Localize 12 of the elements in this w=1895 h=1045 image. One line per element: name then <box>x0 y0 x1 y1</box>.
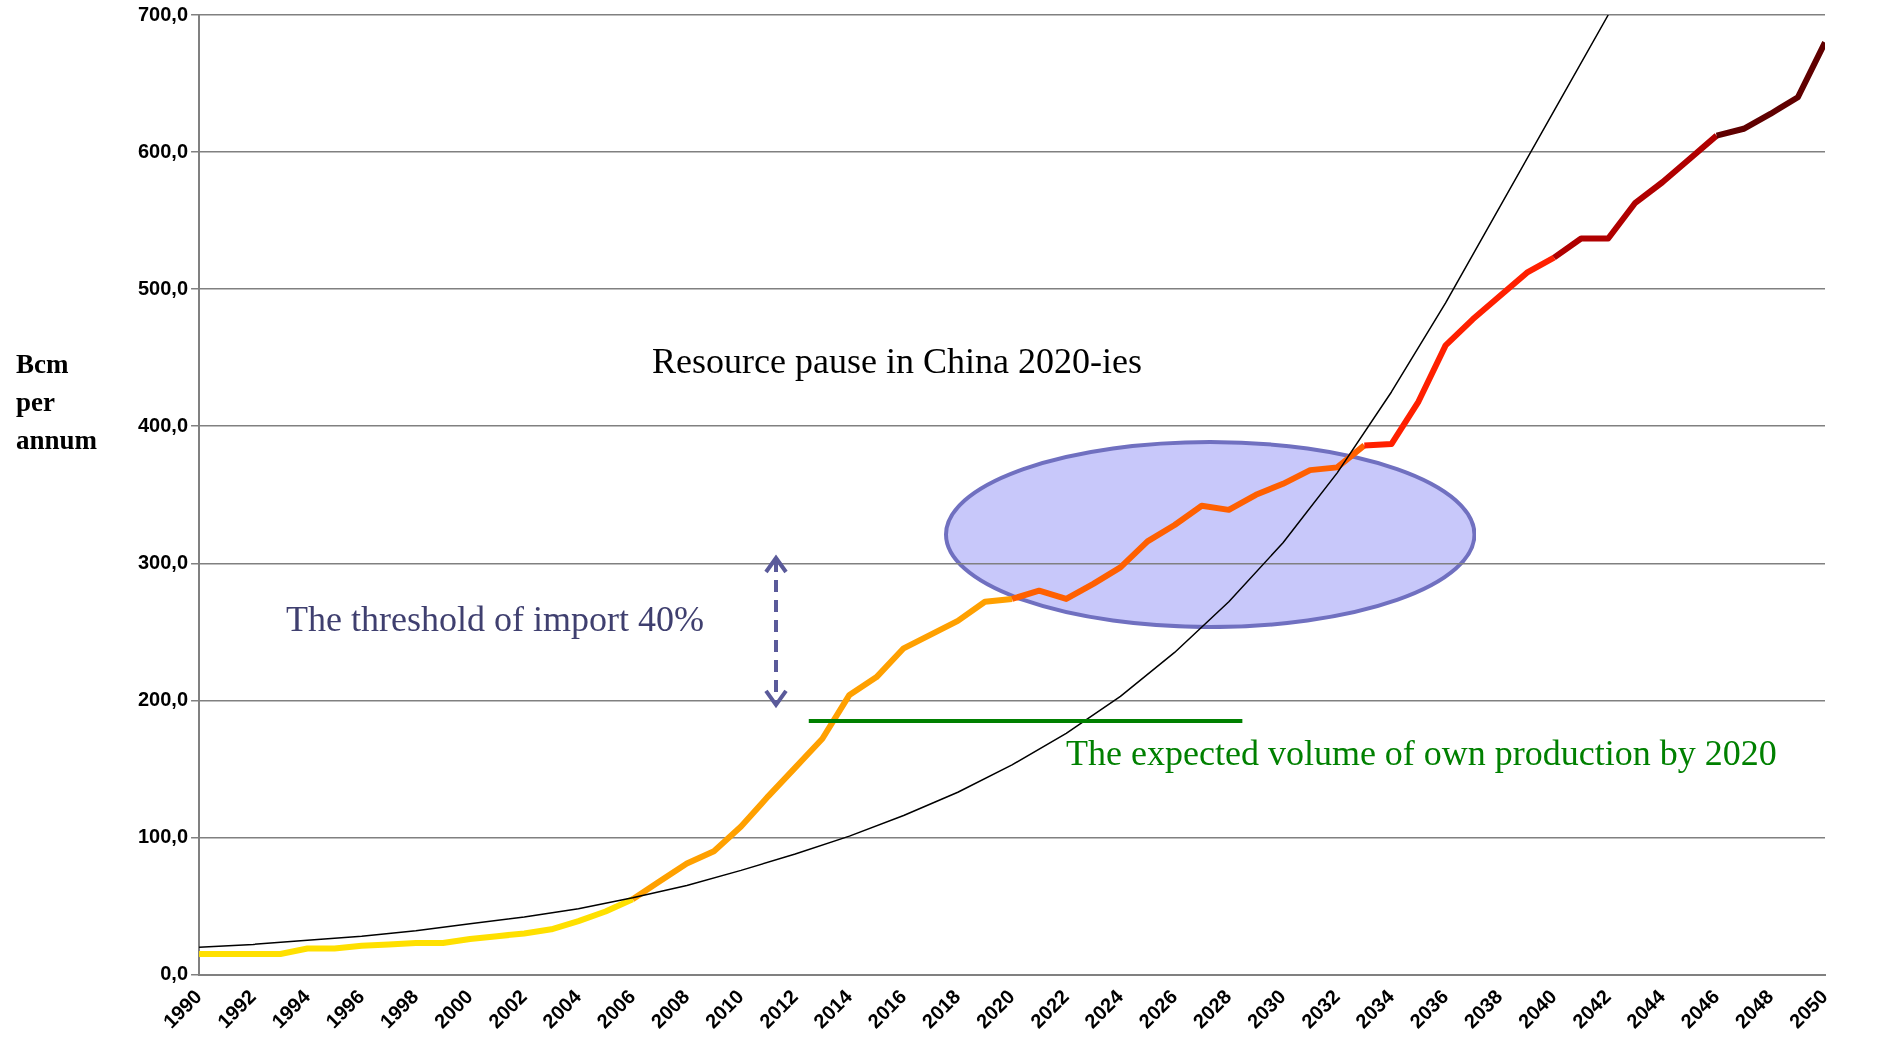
y-tick-label: 400,0 <box>137 413 189 436</box>
y-tick-label: 500,0 <box>137 276 189 299</box>
y-tick-label: 100,0 <box>137 825 189 847</box>
y-axis-title: Bcm per annum <box>16 348 98 457</box>
y-tick-label: 300,0 <box>137 550 189 573</box>
y-tick-label: 0,0 <box>160 962 189 985</box>
annotation: The expected volume of own production by 2020 <box>1066 732 1777 774</box>
y-tick-label: 700,0 <box>137 2 189 25</box>
y-tick-label: 200,0 <box>137 687 189 710</box>
y-tick-label: 600,0 <box>137 139 189 162</box>
annotation: The threshold of import 40% <box>286 598 704 640</box>
annotation: Resource pause in China 2020-ies <box>652 340 1142 382</box>
